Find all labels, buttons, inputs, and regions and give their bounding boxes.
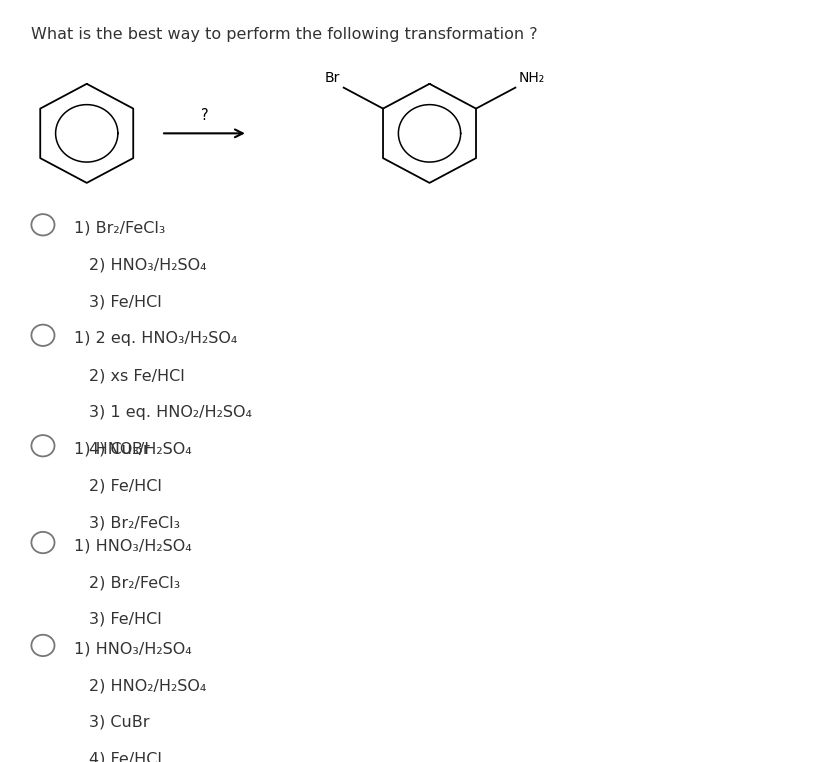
Text: 1) Br₂/FeCl₃: 1) Br₂/FeCl₃ (74, 221, 166, 236)
Text: 4) CuBr: 4) CuBr (89, 441, 150, 456)
Text: 3) Br₂/FeCl₃: 3) Br₂/FeCl₃ (89, 515, 180, 530)
Text: 3) CuBr: 3) CuBr (89, 715, 150, 730)
Text: 2) Fe/HCl: 2) Fe/HCl (89, 479, 162, 494)
Text: 2) HNO₃/H₂SO₄: 2) HNO₃/H₂SO₄ (89, 258, 206, 273)
Text: 3) Fe/HCl: 3) Fe/HCl (89, 294, 162, 309)
Text: 2) Br₂/FeCl₃: 2) Br₂/FeCl₃ (89, 575, 180, 591)
Text: 3) 1 eq. HNO₂/H₂SO₄: 3) 1 eq. HNO₂/H₂SO₄ (89, 405, 252, 420)
Text: Br: Br (324, 72, 339, 85)
Text: What is the best way to perform the following transformation ?: What is the best way to perform the foll… (31, 27, 538, 42)
Text: 1) HNO₃/H₂SO₄: 1) HNO₃/H₂SO₄ (74, 642, 192, 657)
Text: 1) 2 eq. HNO₃/H₂SO₄: 1) 2 eq. HNO₃/H₂SO₄ (74, 331, 238, 347)
Text: ?: ? (201, 108, 209, 123)
Text: 2) HNO₂/H₂SO₄: 2) HNO₂/H₂SO₄ (89, 678, 206, 693)
Text: NH₂: NH₂ (519, 72, 545, 85)
Text: 1) HNO₃/H₂SO₄: 1) HNO₃/H₂SO₄ (74, 539, 192, 554)
Text: 4) Fe/HCl: 4) Fe/HCl (89, 751, 162, 762)
Text: 3) Fe/HCl: 3) Fe/HCl (89, 612, 162, 627)
Text: 2) xs Fe/HCl: 2) xs Fe/HCl (89, 368, 185, 383)
Text: 1) HNO₃/H₂SO₄: 1) HNO₃/H₂SO₄ (74, 442, 192, 457)
